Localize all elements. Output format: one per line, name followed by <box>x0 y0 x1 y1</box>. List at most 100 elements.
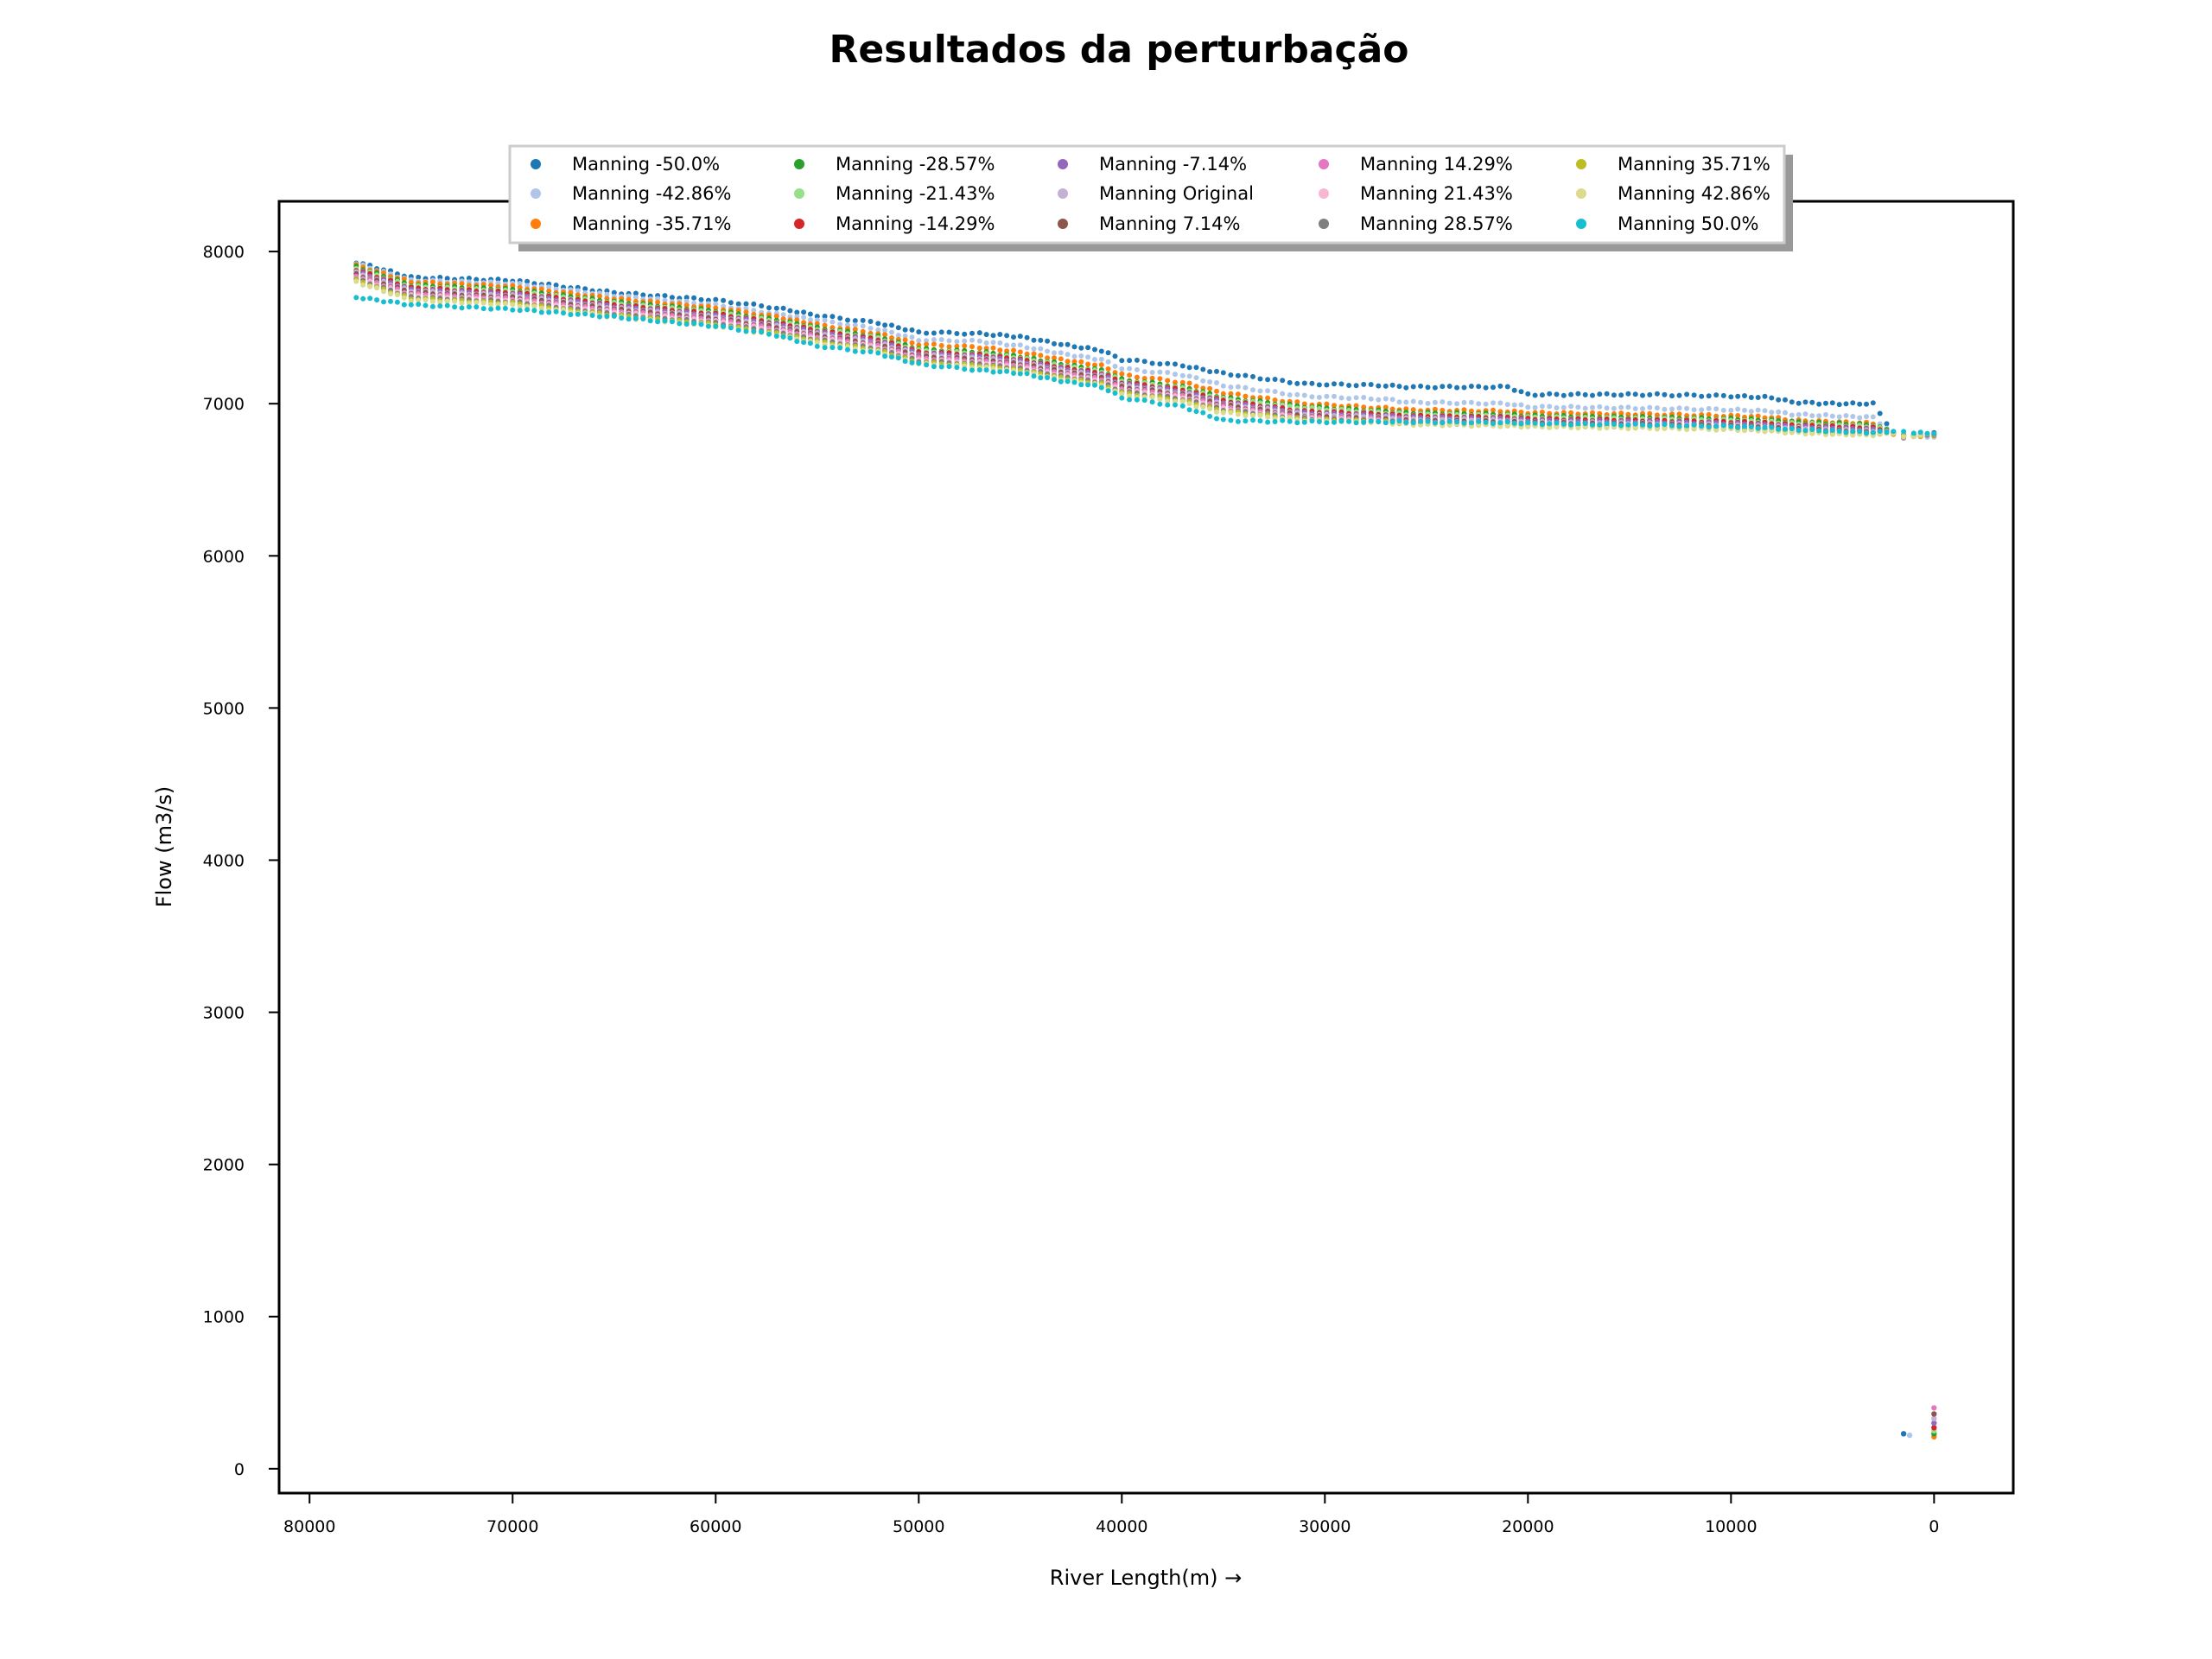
data-point <box>691 321 697 327</box>
data-point <box>830 314 836 320</box>
legend-entry: Manning -42.86% <box>531 183 731 204</box>
data-point <box>997 332 1003 337</box>
data-point <box>822 345 828 351</box>
data-point <box>705 323 711 329</box>
data-point <box>1870 414 1876 420</box>
data-point <box>924 341 930 347</box>
low-flow-points <box>1900 1405 1937 1440</box>
data-point <box>1316 406 1322 411</box>
data-point <box>931 330 937 336</box>
data-point <box>1280 391 1286 397</box>
data-point <box>546 309 552 315</box>
legend-marker <box>1058 219 1068 229</box>
data-point <box>1179 379 1185 385</box>
data-point <box>1316 394 1322 400</box>
data-point <box>632 290 639 296</box>
data-point <box>1783 410 1788 416</box>
legend-entry: Manning Original <box>1058 183 1254 204</box>
data-point <box>394 299 400 305</box>
data-point <box>1713 392 1719 398</box>
data-point <box>1446 418 1452 424</box>
data-point <box>773 334 779 339</box>
data-point <box>1418 418 1424 424</box>
data-point <box>1157 376 1163 382</box>
data-point <box>655 319 661 325</box>
data-point <box>1243 413 1249 419</box>
data-point <box>1058 378 1064 385</box>
data-point <box>474 300 480 306</box>
data-point <box>801 320 807 326</box>
data-point <box>408 298 414 304</box>
data-point <box>743 301 749 307</box>
data-point <box>1071 359 1077 365</box>
data-point <box>1906 1432 1913 1439</box>
x-axis-label: River Length(m) → <box>1050 1566 1242 1590</box>
data-point <box>429 279 435 285</box>
legend-label: Manning 42.86% <box>1618 183 1770 204</box>
data-point <box>931 364 937 370</box>
data-point <box>852 327 858 333</box>
data-point <box>1836 414 1842 420</box>
data-point <box>604 288 610 294</box>
data-point <box>1353 403 1359 409</box>
data-point <box>1742 423 1747 429</box>
data-point <box>1769 410 1775 416</box>
data-point <box>882 332 888 338</box>
data-point <box>1324 382 1330 388</box>
data-point <box>1931 431 1937 437</box>
data-point <box>916 338 922 344</box>
data-point <box>1338 418 1344 424</box>
data-point <box>604 291 610 297</box>
data-point <box>1186 380 1192 386</box>
data-point <box>946 364 952 370</box>
data-point <box>1165 398 1171 404</box>
data-point <box>538 309 544 315</box>
x-axis: 80000 70000 60000 50000 40000 30000 20000 10000… <box>283 1493 1939 1536</box>
data-point <box>1654 426 1660 432</box>
data-point <box>416 274 422 280</box>
data-point <box>1193 409 1199 415</box>
data-point <box>1092 357 1097 362</box>
data-point <box>1250 387 1255 393</box>
data-point <box>1193 404 1199 410</box>
y-tick-label: 0 <box>234 1460 245 1479</box>
data-point <box>1762 408 1768 414</box>
data-point <box>423 302 429 308</box>
data-point <box>822 322 828 328</box>
data-point <box>1207 379 1213 385</box>
x-tick-label: 40000 <box>1096 1517 1147 1536</box>
data-point <box>1368 418 1374 424</box>
data-point <box>1539 404 1545 410</box>
data-point <box>1454 385 1460 391</box>
legend-label: Manning 7.14% <box>1099 213 1240 234</box>
data-point <box>1713 427 1719 433</box>
data-point <box>1823 411 1828 417</box>
data-point <box>1877 429 1883 435</box>
legend: Manning -50.0% Manning -42.86% Manning -35… <box>508 144 1793 251</box>
data-point <box>1728 407 1734 413</box>
data-point <box>1691 425 1697 431</box>
data-point <box>1272 377 1278 382</box>
data-point <box>1597 422 1603 428</box>
data-point <box>1382 383 1389 389</box>
data-point <box>1568 391 1574 397</box>
data-point <box>794 309 800 315</box>
data-point <box>626 296 632 302</box>
data-point <box>875 321 881 327</box>
data-point <box>488 283 494 289</box>
data-point <box>801 309 807 315</box>
data-point <box>480 306 486 312</box>
data-point <box>374 285 380 291</box>
data-point <box>1532 392 1538 398</box>
data-point <box>360 296 366 302</box>
data-point <box>502 277 508 283</box>
data-point <box>1829 428 1835 433</box>
data-point <box>1045 375 1051 380</box>
data-point <box>794 339 800 345</box>
data-point <box>1748 424 1754 429</box>
data-point <box>1418 399 1424 405</box>
data-point <box>713 296 719 302</box>
data-point <box>924 330 930 336</box>
data-point <box>1119 391 1125 397</box>
data-point <box>728 325 734 331</box>
